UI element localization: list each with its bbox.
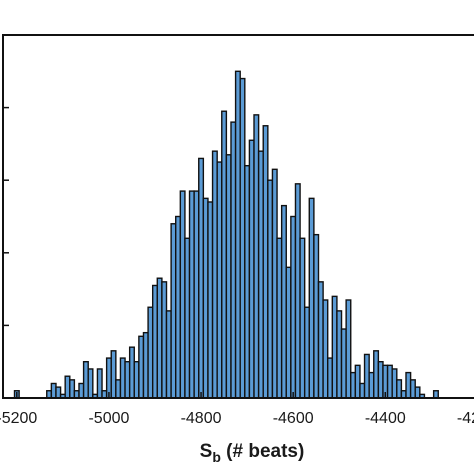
x-axis-title: Sb (# beats)	[200, 441, 305, 465]
x-axis-title-subscript: b	[212, 449, 221, 465]
histogram-bars	[13, 70, 439, 399]
x-axis-title-main: S	[200, 441, 213, 462]
x-tick-label: -5000	[88, 410, 129, 427]
x-axis-title-rest: (# beats)	[221, 441, 304, 462]
x-tick-label: -4200	[457, 410, 474, 427]
x-axis-ticks: -5200 -5000 -4800 -4600 -4400 -4200	[0, 392, 474, 427]
x-tick-label: -4600	[273, 410, 314, 427]
histogram-bar	[432, 390, 439, 399]
x-tick-label: -4800	[181, 410, 222, 427]
plot-area-frame	[2, 34, 474, 399]
x-tick-label: -4400	[365, 410, 406, 427]
histogram-bar	[87, 368, 94, 399]
x-tick-label: -5200	[0, 410, 37, 427]
